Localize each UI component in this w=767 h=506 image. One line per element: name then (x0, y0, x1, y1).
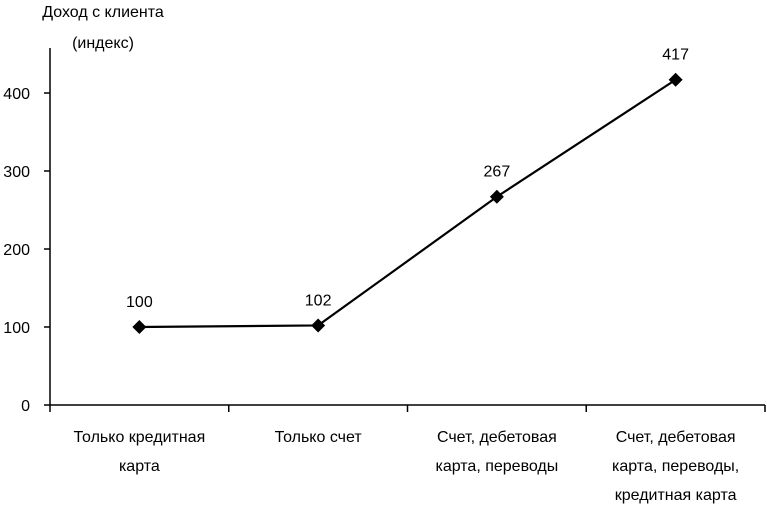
y-axis-title-line-2: (индекс) (72, 35, 134, 52)
x-category-label: Счет, дебетовая (437, 429, 557, 446)
data-point-marker (668, 72, 683, 87)
data-label: 102 (305, 292, 332, 309)
x-category-label: кредитная карта (615, 487, 737, 504)
y-tick-label: 100 (3, 320, 30, 337)
y-axis-title-line-1: Доход с клиента (42, 4, 164, 21)
y-tick-label: 200 (3, 242, 30, 259)
data-label: 100 (126, 294, 153, 311)
y-tick-label: 300 (3, 164, 30, 181)
x-category-label: карта, переводы, (612, 458, 739, 475)
x-category-label: Только кредитная (74, 429, 206, 446)
y-tick-label: 400 (3, 86, 30, 103)
y-tick-label: 0 (21, 398, 30, 415)
data-point-marker (489, 189, 504, 204)
series-line (139, 78, 677, 329)
x-category-label: карта (119, 458, 160, 475)
data-point-marker (132, 320, 147, 334)
x-category-label: Только счет (275, 429, 363, 446)
x-category-label: Счет, дебетовая (616, 429, 736, 446)
data-label: 417 (662, 47, 689, 64)
data-point-marker (311, 318, 326, 333)
data-label: 267 (484, 164, 511, 181)
x-category-label: карта, переводы (435, 458, 558, 475)
